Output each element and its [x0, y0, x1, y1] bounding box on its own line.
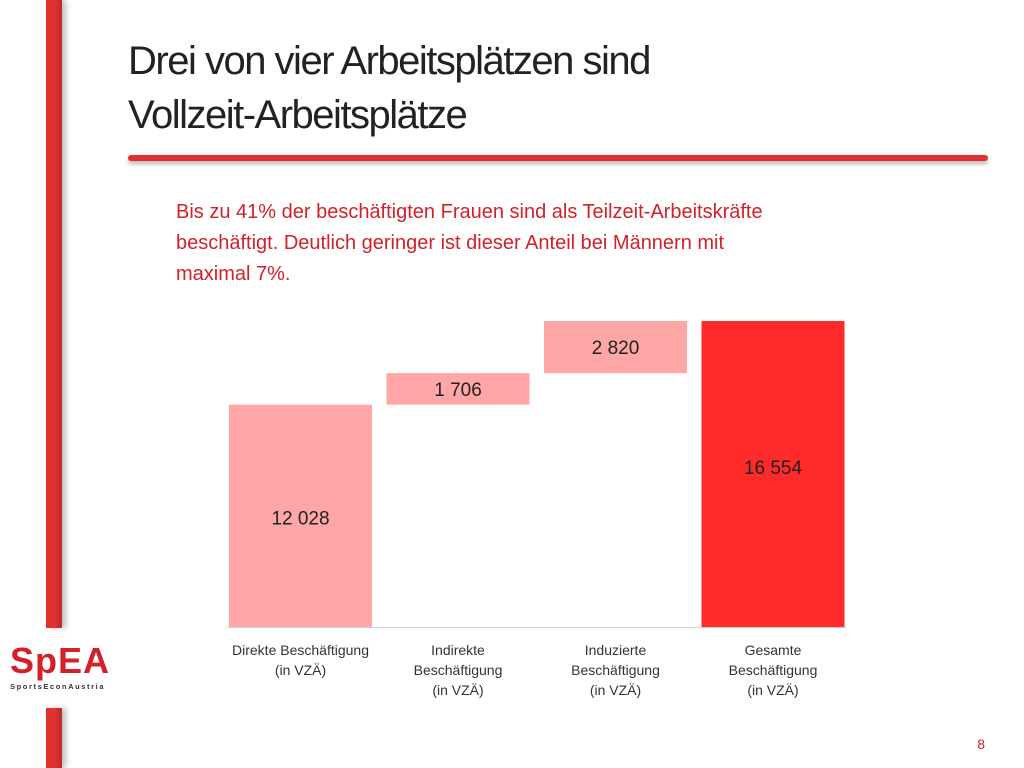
bar-value-label-1: 12 028 — [271, 509, 329, 530]
category-label-3-line-1: Induzierte — [585, 642, 647, 658]
bar-1 — [229, 404, 372, 627]
category-label-2-line-2: Beschäftigung — [414, 662, 503, 678]
left-accent-bar-top — [46, 0, 62, 628]
subtitle-line-3: maximal 7%. — [176, 263, 291, 285]
category-label-3-line-3: (in VZÄ) — [590, 682, 641, 698]
bar-value-label-3: 2 820 — [592, 338, 640, 359]
bar-4 — [701, 321, 845, 627]
category-label-4-line-2: Beschäftigung — [729, 662, 818, 678]
slide-title: Drei von vier Arbeitsplätzen sind Vollze… — [128, 34, 988, 142]
slide-title-line-2: Vollzeit-Arbeitsplätze — [128, 93, 468, 137]
slide-subtitle: Bis zu 41% der beschäftigten Frauen sind… — [176, 197, 896, 290]
left-accent-bar-bottom — [46, 708, 62, 768]
category-label-3-line-2: Beschäftigung — [571, 662, 660, 678]
category-label-2-line-1: Indirekte — [431, 642, 485, 658]
title-underline — [128, 155, 988, 161]
bar-value-label-2: 1 706 — [434, 380, 482, 401]
bar-3 — [544, 321, 687, 374]
category-label-2-line-3: (in VZÄ) — [432, 682, 483, 698]
bar-2 — [386, 373, 530, 405]
category-label-4-line-1: Gesamte — [745, 642, 802, 658]
logo-wordmark: SpEA — [10, 640, 111, 681]
waterfall-chart: 12 028 Direkte Beschäftigung (in VZÄ) 1 706… — [227, 321, 847, 698]
spea-logo: SpEA SportsEconAustria — [10, 642, 118, 692]
category-label-1-line-1: Direkte Beschäftigung — [232, 642, 369, 658]
category-label-4-line-3: (in VZÄ) — [747, 682, 798, 698]
subtitle-line-2: beschäftigt. Deutlich geringer ist diese… — [176, 232, 725, 254]
slide-title-line-1: Drei von vier Arbeitsplätzen sind — [128, 39, 651, 83]
logo-tagline: SportsEconAustria — [10, 682, 106, 691]
bar-value-label-4: 16 554 — [744, 458, 803, 479]
page-number: 8 — [977, 736, 985, 752]
category-label-1-line-2: (in VZÄ) — [275, 662, 326, 678]
subtitle-line-1: Bis zu 41% der beschäftigten Frauen sind… — [176, 201, 763, 223]
